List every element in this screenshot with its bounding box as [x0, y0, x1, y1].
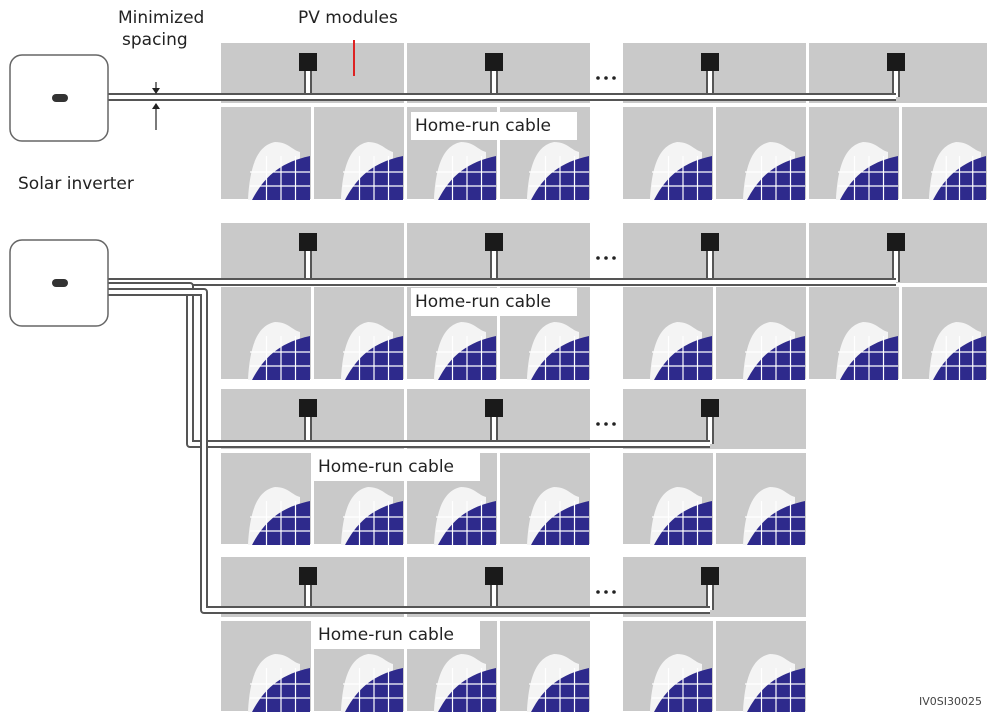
- label-bg: [411, 112, 577, 140]
- junction-box: [701, 53, 719, 71]
- label-bg: [314, 453, 480, 481]
- inverter-indicator: [52, 279, 68, 287]
- inverter-indicator: [52, 94, 68, 102]
- figure-id: IV0SI30025: [919, 695, 982, 708]
- label-bg: [411, 288, 577, 316]
- module-band: [219, 221, 406, 285]
- cable-labels: Home-run cable Home-run cable Home-run cab…: [314, 112, 577, 649]
- junction-box: [887, 53, 905, 71]
- ellipsis-dot: [596, 256, 600, 260]
- ellipsis-dot: [612, 590, 616, 594]
- spacing-label: Minimized: [118, 8, 204, 28]
- junction-box: [299, 399, 317, 417]
- junction-box: [299, 567, 317, 585]
- inverter-label: Solar inverter: [18, 174, 134, 194]
- junction-box: [701, 233, 719, 251]
- ellipsis-dot: [596, 422, 600, 426]
- module-band: [621, 387, 808, 451]
- ellipsis-dot: [604, 590, 608, 594]
- junction-box: [485, 53, 503, 71]
- ellipsis-dot: [604, 422, 608, 426]
- arrow-head: [152, 88, 160, 94]
- module-band: [405, 221, 592, 285]
- junction-box: [485, 567, 503, 585]
- pv-modules-label: PV modules: [298, 8, 398, 28]
- home-run-cable-label: Home-run cable: [415, 116, 551, 136]
- junction-box: [701, 567, 719, 585]
- spacing-label: spacing: [122, 30, 188, 50]
- ellipsis-dot: [604, 76, 608, 80]
- ellipsis-dot: [596, 76, 600, 80]
- module-band: [219, 387, 406, 451]
- home-run-cable-label: Home-run cable: [415, 292, 551, 312]
- pv-arrays: [219, 41, 988, 713]
- home-run-cable-inner: [108, 284, 710, 446]
- module-band: [405, 387, 592, 451]
- label-bg: [314, 621, 480, 649]
- junction-box: [887, 233, 905, 251]
- home-run-cable-inner: [108, 290, 710, 612]
- arrow-head: [152, 103, 160, 109]
- module-band: [621, 221, 808, 285]
- junction-box: [701, 399, 719, 417]
- ellipsis-dot: [612, 422, 616, 426]
- cables: [108, 53, 905, 614]
- ellipsis-dot: [612, 256, 616, 260]
- ellipsis-dot: [612, 76, 616, 80]
- junction-box: [485, 233, 503, 251]
- junction-box: [299, 233, 317, 251]
- home-run-cable-label: Home-run cable: [318, 625, 454, 645]
- home-run-cable-label: Home-run cable: [318, 457, 454, 477]
- ellipsis-dot: [604, 256, 608, 260]
- junction-box: [299, 53, 317, 71]
- junction-box: [485, 399, 503, 417]
- ellipsis-dot: [596, 590, 600, 594]
